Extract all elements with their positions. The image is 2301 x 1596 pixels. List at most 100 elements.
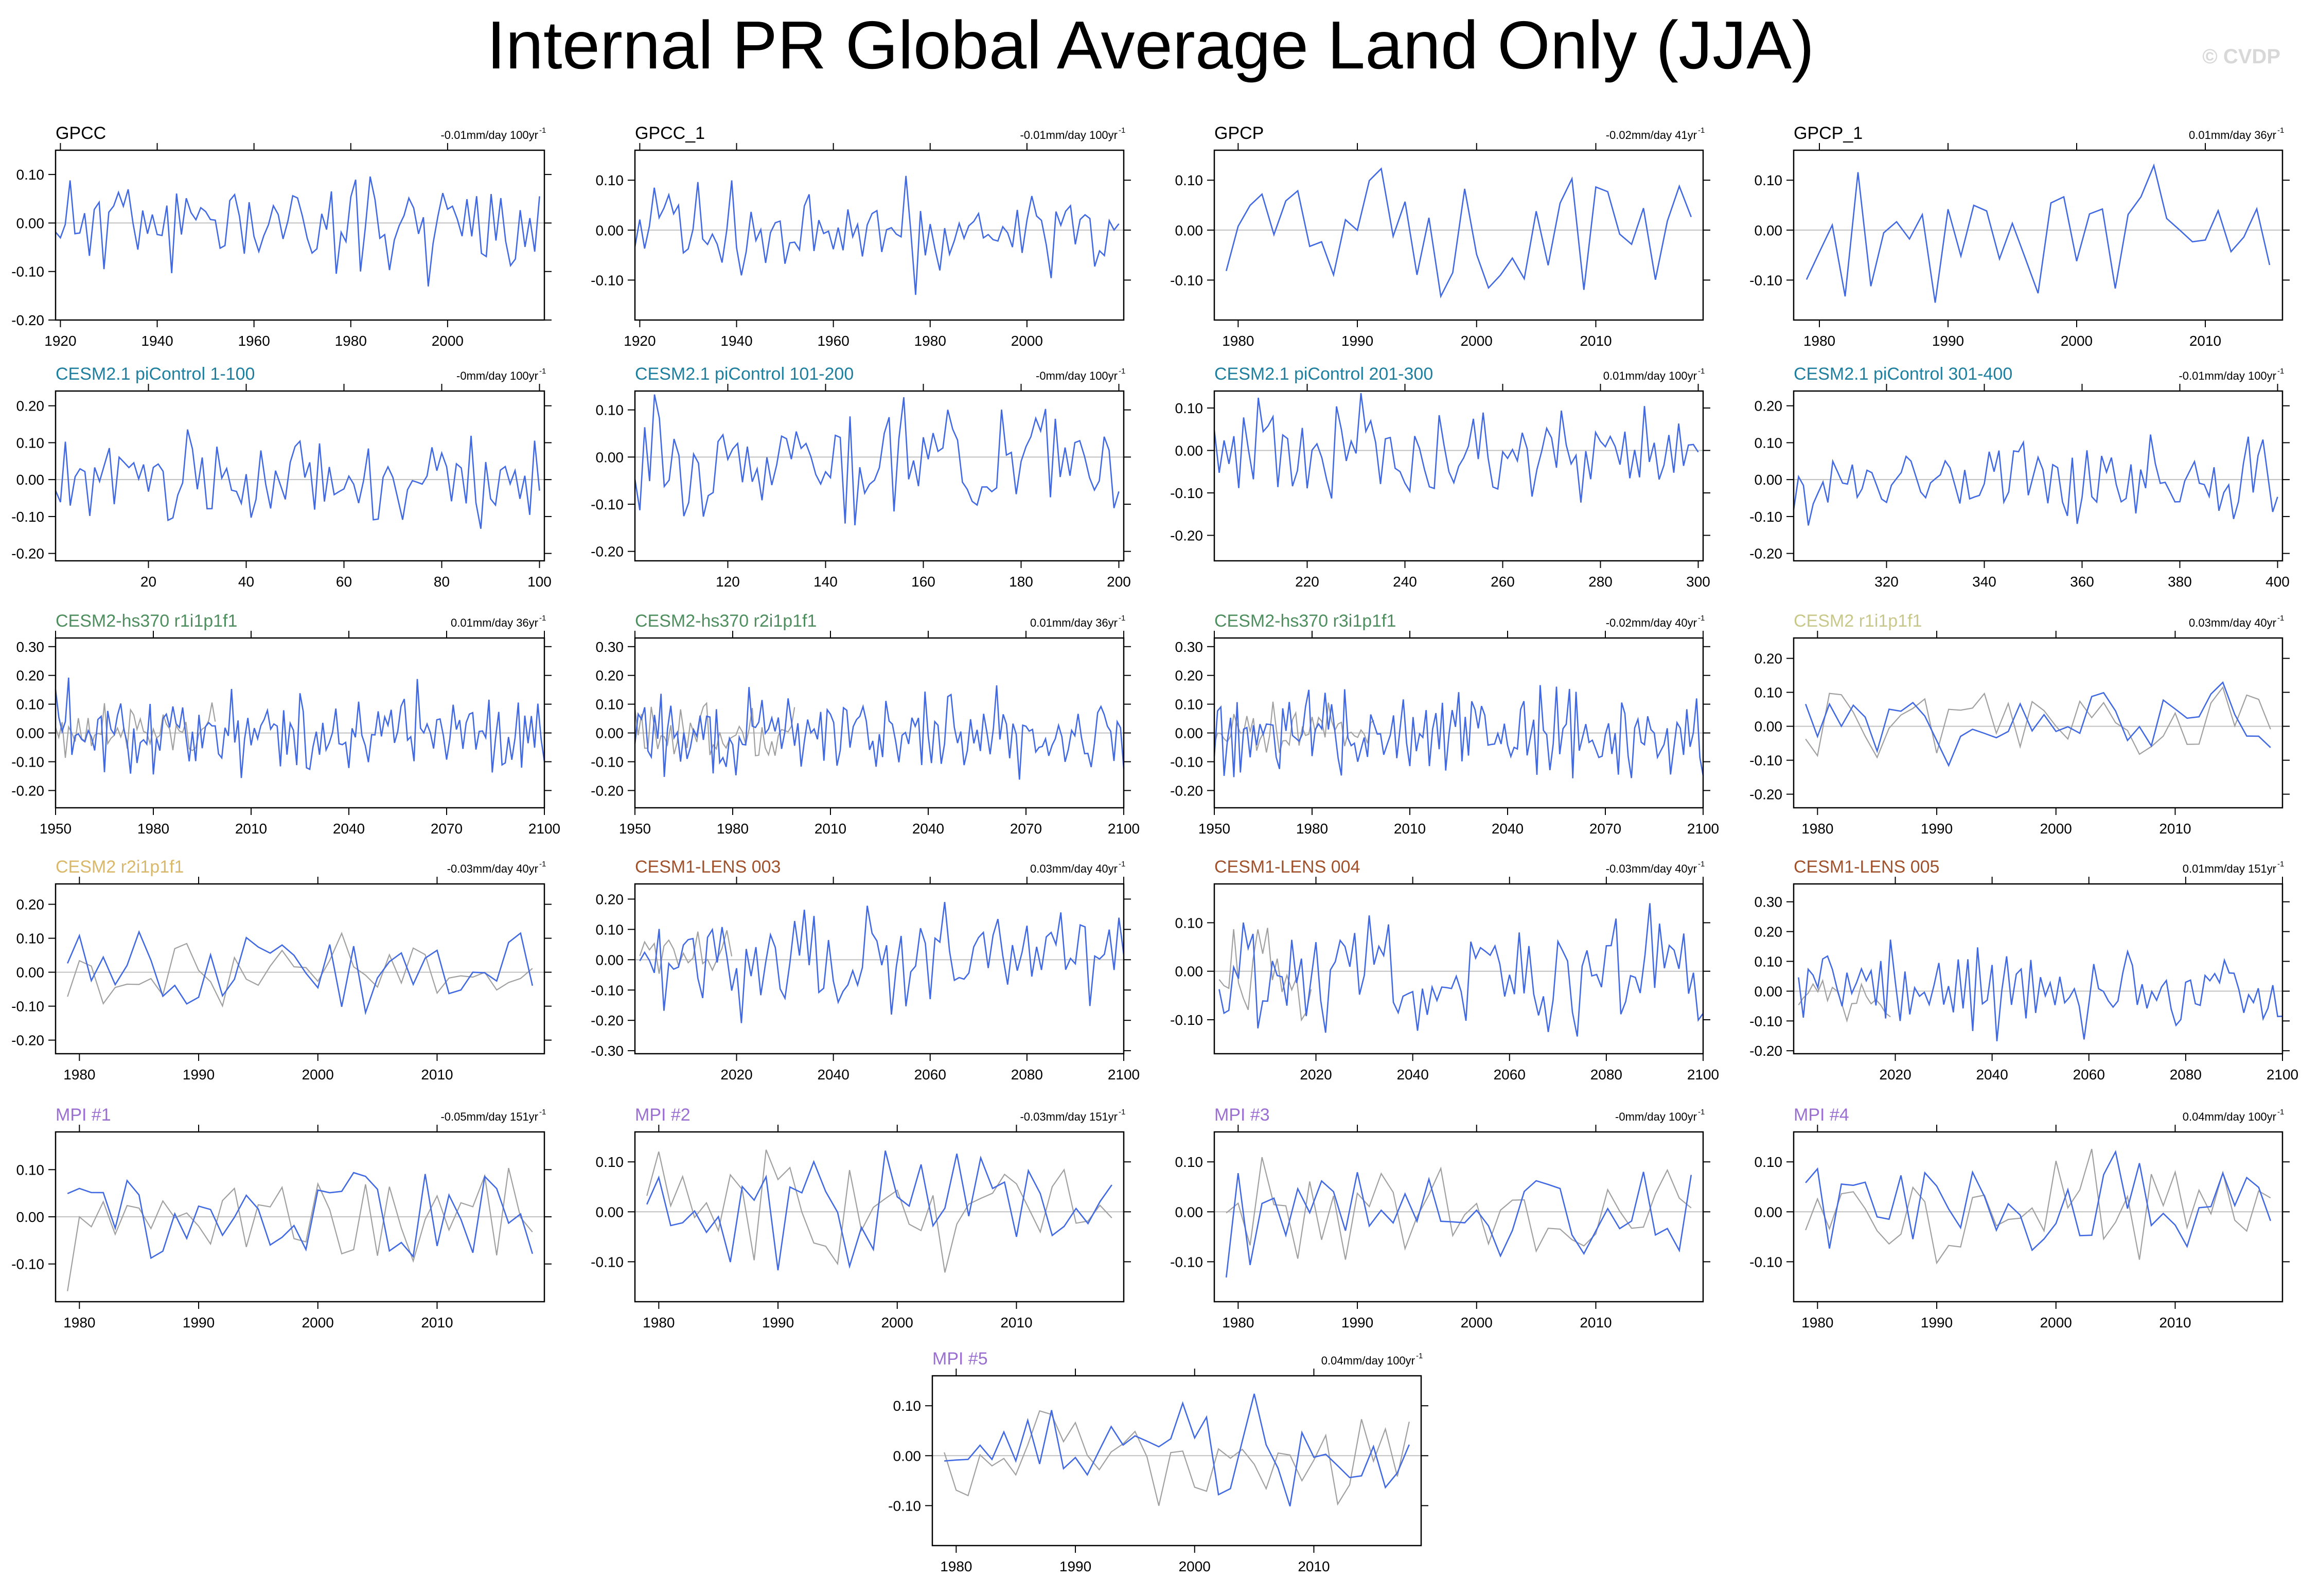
panel-title: MPI #1: [56, 1105, 111, 1125]
y-tick-label: 0.10: [1175, 697, 1203, 713]
chart-panel: MPI #2 -0.03mm/day 151yr -1 0.10 0.00 -0.10 19…: [591, 1105, 1131, 1331]
x-tick-label: 2000: [1179, 1558, 1211, 1574]
trend-unit-exponent: -1: [539, 367, 546, 376]
trend-unit-exponent: -1: [1698, 367, 1705, 376]
trend-label: -0.03mm/day 151yr: [1020, 1110, 1118, 1123]
panel-title: CESM2-hs370 r3i1p1f1: [1214, 611, 1396, 631]
y-tick-label: 0.20: [16, 668, 45, 684]
model-series-line: [944, 1393, 1410, 1506]
x-tick-label: 2060: [914, 1067, 946, 1083]
plot-frame: [1213, 883, 1704, 1055]
chart-panel: CESM2.1 piControl 201-300 0.01mm/day 100y…: [1170, 364, 1710, 590]
trend-label: 0.03mm/day 40yr: [2189, 616, 2276, 629]
x-tick-label: 2020: [1300, 1067, 1332, 1083]
x-tick-label: 2000: [302, 1315, 334, 1331]
chart-panel: CESM1-LENS 003 0.03mm/day 40yr -1 0.20 0.10 0…: [591, 857, 1140, 1083]
y-tick-label: 0.30: [16, 639, 45, 655]
y-tick-label: -0.10: [1170, 272, 1203, 288]
y-tick-label: -0.20: [1749, 787, 1782, 803]
trend-unit-exponent: -1: [1119, 1108, 1125, 1116]
panel-title: MPI #3: [1214, 1105, 1270, 1125]
reference-series-line: [1805, 1148, 2271, 1265]
plot-frame: [1213, 390, 1704, 562]
chart-panel: CESM2 r2i1p1f1 -0.03mm/day 40yr -1 0.20 0.10…: [11, 857, 552, 1083]
x-tick-label: 2040: [1492, 821, 1524, 837]
x-tick-label: 1980: [717, 821, 749, 837]
y-tick-label: -0.10: [591, 272, 624, 288]
y-tick-label: 0.00: [893, 1448, 922, 1464]
panel-title: CESM2.1 piControl 1-100: [56, 364, 255, 384]
trend-unit-exponent: -1: [1698, 614, 1705, 623]
x-tick-label: 2000: [302, 1067, 334, 1083]
y-tick-label: -0.10: [888, 1498, 921, 1514]
x-tick-label: 1920: [624, 333, 656, 349]
x-tick-label: 1960: [238, 333, 270, 349]
trend-label: -0mm/day 100yr: [1615, 1110, 1697, 1123]
plot-frame: [1213, 149, 1704, 321]
x-tick-label: 1980: [63, 1067, 95, 1083]
model-series-line: [646, 1150, 1112, 1271]
trend-unit-exponent: -1: [539, 860, 546, 868]
x-tick-label: 1980: [137, 821, 169, 837]
trend-unit-exponent: -1: [2277, 367, 2284, 376]
x-tick-label: 1980: [335, 333, 367, 349]
chart-panel: CESM2 r1i1p1f1 0.03mm/day 40yr -1 0.20 0.10 0…: [1749, 611, 2290, 837]
y-tick-label: 0.00: [1755, 1204, 1783, 1220]
reference-series-line: [944, 1410, 1410, 1506]
plot-frame: [634, 637, 1125, 809]
chart-panel: GPCC_1 -0.01mm/day 100yr -1 0.10 0.00 -0.10 19…: [591, 123, 1131, 349]
trend-label: -0.03mm/day 40yr: [1606, 862, 1697, 875]
y-tick-label: 0.00: [1175, 443, 1203, 459]
x-tick-label: 2010: [1000, 1315, 1032, 1331]
trend-unit-exponent: -1: [1119, 126, 1125, 135]
x-tick-label: 2080: [1011, 1067, 1043, 1083]
plot-frame: [1793, 883, 2284, 1055]
y-tick-label: 0.10: [596, 697, 624, 713]
trend-unit-exponent: -1: [1416, 1352, 1423, 1360]
y-tick-label: 0.20: [1755, 651, 1783, 667]
y-tick-label: 0.20: [1175, 668, 1203, 684]
model-series-line: [639, 901, 1125, 1023]
plot-frame: [634, 1131, 1125, 1303]
x-tick-label: 140: [813, 574, 838, 590]
chart-panel: GPCP -0.02mm/day 41yr -1 0.10 0.00 -0.10 1980 1…: [1170, 123, 1710, 349]
plot-frame: [1793, 1131, 2284, 1303]
y-tick-label: -0.20: [11, 546, 44, 562]
x-tick-label: 160: [911, 574, 935, 590]
x-tick-label: 2070: [1589, 821, 1621, 837]
y-tick-label: 0.20: [1755, 924, 1783, 940]
x-tick-label: 1980: [1803, 333, 1835, 349]
reference-series-line: [639, 930, 733, 974]
y-tick-label: 0.20: [596, 891, 624, 907]
x-tick-label: 2080: [2170, 1067, 2202, 1083]
y-tick-label: 0.10: [1755, 954, 1783, 970]
trend-label: -0.01mm/day 100yr: [440, 129, 538, 141]
x-tick-label: 1990: [1341, 333, 1373, 349]
y-tick-label: 0.00: [596, 222, 624, 238]
x-tick-label: 1990: [1059, 1558, 1091, 1574]
x-tick-label: 2010: [2159, 821, 2191, 837]
x-tick-label: 2000: [2061, 333, 2093, 349]
y-tick-label: -0.10: [11, 264, 44, 280]
y-tick-label: 0.10: [596, 921, 624, 937]
cvdp-watermark: © CVDP: [2202, 45, 2280, 68]
model-series-line: [67, 930, 534, 1016]
plot-frame: [55, 390, 545, 562]
x-tick-label: 1990: [1932, 333, 1964, 349]
x-tick-label: 1990: [762, 1315, 794, 1331]
x-tick-label: 1980: [1296, 821, 1328, 837]
trend-label: 0.01mm/day 36yr: [2189, 129, 2276, 141]
reference-series-line: [1805, 686, 2271, 759]
x-tick-label: 2040: [817, 1067, 849, 1083]
chart-panel: CESM2.1 piControl 301-400 -0.01mm/day 100…: [1749, 364, 2290, 590]
model-series-line: [67, 1172, 534, 1260]
x-tick-label: 40: [238, 574, 254, 590]
trend-unit-exponent: -1: [539, 126, 546, 135]
panel-title: CESM1-LENS 003: [635, 857, 781, 877]
model-series-line: [55, 176, 540, 287]
y-tick-label: 0.30: [1755, 894, 1783, 910]
x-tick-label: 2070: [1010, 821, 1042, 837]
chart-panel: CESM2.1 piControl 101-200 -0mm/day 100yr -…: [591, 364, 1131, 590]
y-tick-label: 0.10: [16, 435, 45, 451]
model-series-line: [55, 678, 545, 778]
